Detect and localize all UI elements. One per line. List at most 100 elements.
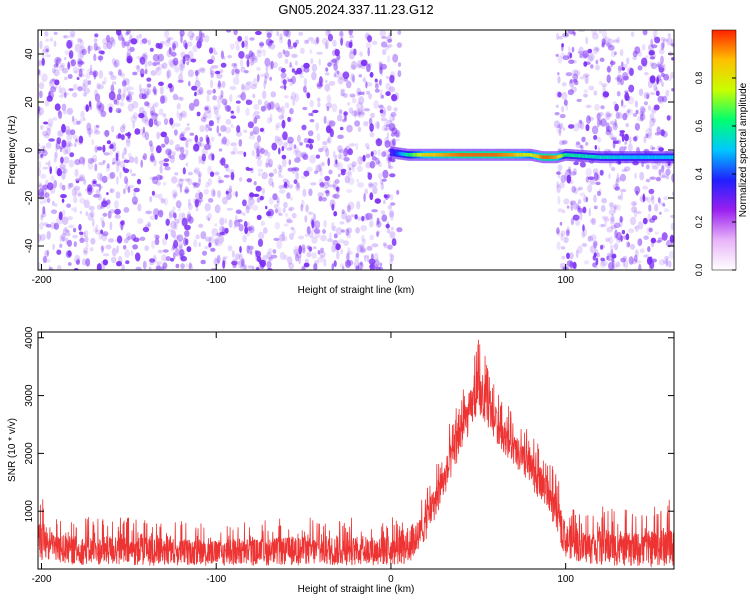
noise-speck [281, 231, 286, 237]
noise-speck [650, 162, 658, 167]
noise-speck [649, 176, 656, 180]
noise-speck [64, 57, 67, 61]
noise-speck [78, 223, 82, 231]
noise-speck [125, 184, 128, 190]
noise-speck [651, 165, 659, 170]
noise-speck [301, 265, 306, 270]
noise-speck [229, 94, 233, 103]
noise-speck [309, 119, 315, 123]
noise-speck [169, 154, 176, 164]
noise-speck [385, 45, 390, 51]
noise-speck [334, 179, 340, 184]
noise-speck [569, 52, 573, 59]
y-tick-label: 4000 [24, 326, 35, 349]
snr-x-axis-label: Height of straight line (km) [298, 584, 415, 595]
noise-speck [122, 36, 125, 45]
noise-speck [285, 213, 289, 217]
noise-speck [648, 105, 651, 111]
noise-speck [180, 263, 185, 269]
noise-speck [380, 182, 384, 191]
noise-speck [328, 184, 335, 188]
noise-speck [595, 266, 598, 270]
noise-speck [109, 188, 116, 194]
noise-speck [123, 237, 129, 244]
noise-speck [606, 255, 609, 261]
noise-speck [246, 178, 252, 183]
noise-speck [634, 186, 641, 195]
noise-speck [394, 138, 400, 142]
noise-speck [87, 45, 93, 51]
noise-speck [237, 260, 245, 266]
y-tick-label: -20 [24, 190, 35, 205]
noise-speck [378, 104, 384, 109]
noise-speck [48, 267, 54, 270]
noise-speck [69, 182, 74, 188]
noise-speck [654, 132, 661, 136]
noise-speck [655, 176, 662, 182]
noise-speck [77, 86, 83, 92]
colorbar-tick-label: 0.4 [694, 168, 704, 181]
noise-speck [52, 243, 55, 251]
noise-speck [592, 168, 599, 175]
noise-speck [670, 214, 674, 219]
y-tick-label: 0 [24, 147, 35, 153]
noise-speck [171, 51, 177, 57]
x-tick-label: -200 [31, 275, 51, 286]
noise-speck [184, 188, 190, 193]
noise-speck [97, 84, 104, 90]
noise-speck [116, 93, 122, 101]
noise-speck [557, 164, 563, 172]
noise-speck [214, 70, 221, 75]
noise-speck [93, 194, 100, 198]
noise-speck [71, 115, 75, 122]
noise-speck [247, 265, 255, 269]
noise-speck [68, 88, 74, 92]
noise-speck [149, 47, 154, 52]
noise-speck [110, 72, 114, 77]
noise-speck [215, 114, 222, 120]
noise-speck [174, 123, 181, 127]
noise-speck [199, 142, 205, 148]
noise-speck [350, 73, 355, 82]
noise-speck [273, 61, 278, 69]
noise-speck [73, 206, 78, 213]
noise-speck [263, 149, 269, 157]
noise-speck [211, 228, 219, 237]
snr-y-axis-label: SNR (10 * v/v) [7, 418, 18, 482]
noise-speck [57, 130, 64, 137]
noise-speck [360, 225, 368, 232]
noise-speck [219, 95, 223, 100]
noise-speck [181, 217, 188, 227]
noise-speck [610, 166, 616, 172]
noise-speck [62, 228, 67, 236]
noise-speck [651, 215, 658, 221]
noise-speck [648, 44, 654, 52]
noise-speck [240, 66, 246, 73]
noise-speck [156, 262, 161, 270]
noise-speck [560, 174, 566, 183]
noise-speck [632, 136, 637, 141]
noise-speck [661, 130, 668, 138]
noise-speck [119, 125, 126, 133]
noise-speck [127, 186, 131, 193]
noise-speck [151, 88, 158, 93]
noise-speck [137, 203, 142, 212]
noise-speck [289, 77, 294, 87]
noise-speck [46, 127, 51, 136]
noise-speck [601, 83, 608, 87]
noise-speck [212, 95, 218, 101]
noise-speck [596, 252, 601, 258]
noise-speck [266, 211, 272, 217]
noise-speck [379, 78, 382, 86]
noise-speck [191, 32, 195, 38]
noise-speck [260, 105, 266, 112]
noise-speck [319, 181, 325, 189]
noise-speck [108, 91, 116, 101]
noise-speck [366, 82, 373, 87]
noise-speck [251, 267, 255, 270]
noise-speck [51, 85, 58, 89]
noise-speck [352, 164, 355, 173]
noise-speck [618, 112, 623, 119]
noise-speck [153, 113, 159, 117]
noise-speck [348, 30, 353, 36]
